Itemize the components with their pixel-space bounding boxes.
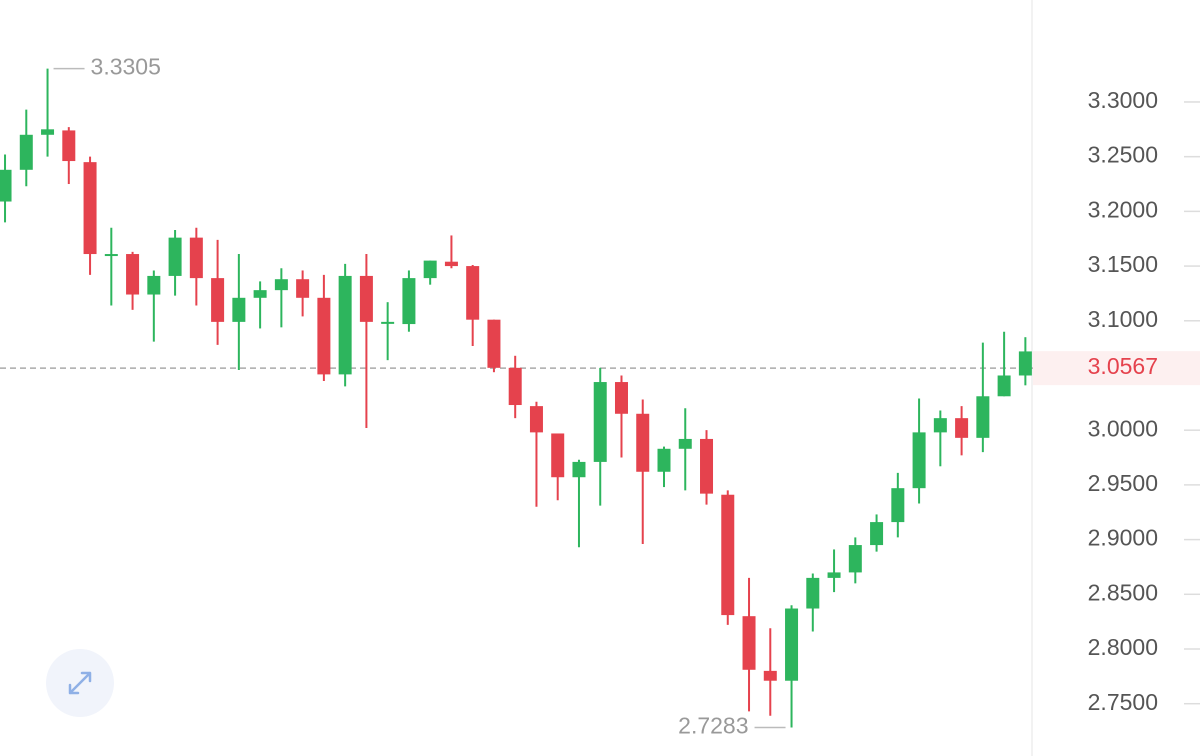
candle-body [848, 545, 862, 573]
y-tick-label: 2.8000 [1088, 634, 1158, 660]
y-tick-label: 2.9500 [1088, 470, 1158, 496]
candle-body [338, 275, 352, 375]
candle-body [147, 275, 161, 295]
candle-body [912, 432, 926, 489]
candle-body [529, 406, 543, 433]
candle-body [41, 129, 55, 135]
candle-body [253, 290, 267, 298]
candle-body [126, 254, 140, 295]
candle-body [83, 162, 97, 255]
candle-body [636, 413, 650, 472]
expand-button[interactable] [46, 649, 114, 717]
candle-body [104, 254, 118, 257]
candle-body [870, 522, 884, 546]
candle-body [572, 461, 586, 478]
candle-body [551, 433, 565, 478]
y-tick-label: 3.1000 [1088, 306, 1158, 332]
candle-body [296, 279, 310, 298]
expand-icon[interactable] [68, 671, 92, 695]
high-annotation: 3.3305 [91, 54, 161, 80]
candle-body [1018, 351, 1032, 376]
candle-body [381, 321, 395, 324]
candle-body [359, 275, 373, 322]
candle-body [700, 438, 714, 494]
y-tick-label: 3.1500 [1088, 251, 1158, 277]
candle-body [678, 438, 692, 449]
candle-body [274, 279, 288, 291]
y-tick-label: 3.2000 [1088, 196, 1158, 222]
current-price-label: 3.0567 [1088, 353, 1158, 379]
candle-body [785, 608, 799, 681]
candle-body [721, 494, 735, 616]
candle-body [466, 266, 480, 320]
candle-body [763, 670, 777, 681]
candle-body [487, 319, 501, 368]
candle-body [423, 260, 437, 279]
candle-body [806, 577, 820, 609]
candle-body [976, 396, 990, 438]
candle-body [593, 382, 607, 462]
candle-body [955, 418, 969, 438]
candle-body [614, 382, 628, 414]
candle-body [827, 572, 841, 578]
y-tick-label: 3.2500 [1088, 142, 1158, 168]
candle-body [189, 237, 203, 279]
candle-body [62, 130, 76, 162]
low-annotation: 2.7283 [678, 713, 748, 739]
candle-body [232, 297, 246, 322]
candle-body [742, 616, 756, 670]
candle-body [0, 169, 12, 202]
candle-body [19, 134, 33, 170]
y-tick-label: 3.3000 [1088, 87, 1158, 113]
candle-body [168, 237, 182, 276]
candle-body [317, 297, 331, 375]
y-tick-label: 2.8500 [1088, 579, 1158, 605]
candle-body [933, 418, 947, 433]
candle-body [508, 367, 522, 406]
candle-body [402, 278, 416, 325]
candle-body [891, 488, 905, 523]
candle-body [997, 375, 1011, 397]
candle-body [657, 448, 671, 472]
candle-body [211, 278, 225, 322]
current-price-box [1033, 351, 1200, 386]
y-tick-label: 2.9000 [1088, 525, 1158, 551]
candle-body [444, 261, 458, 267]
y-tick-label: 3.0000 [1088, 415, 1158, 441]
y-tick-label: 2.7500 [1088, 689, 1158, 715]
